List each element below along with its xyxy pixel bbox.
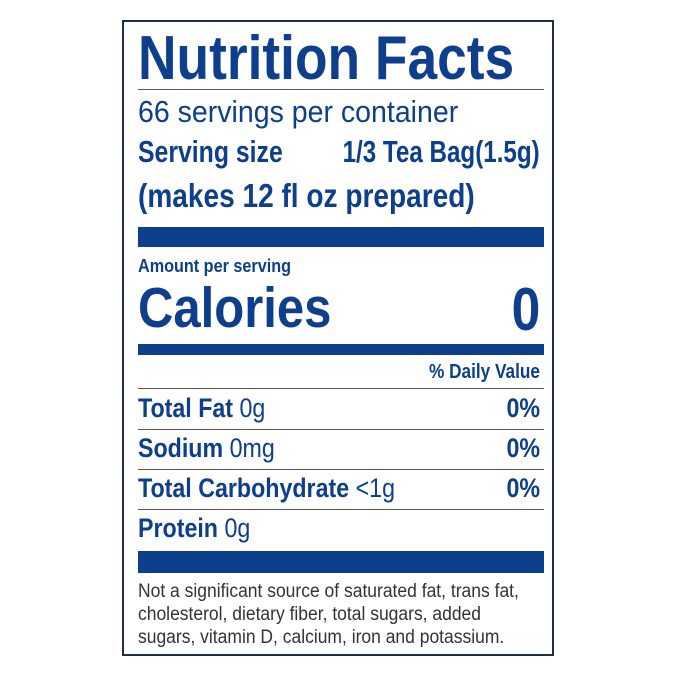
title-rule — [138, 89, 544, 90]
serving-size-value: 1/3 Tea Bag(1.5g) — [342, 134, 540, 169]
nutrient-protein: Protein 0g — [138, 515, 250, 542]
calories-value: 0 — [511, 276, 540, 343]
footnote-line: sugars, vitamin D, calcium, iron and pot… — [138, 627, 505, 648]
nutrient-amount: 0g — [224, 513, 251, 543]
footnote-line: cholesterol, dietary fiber, total sugars… — [138, 604, 482, 625]
nutrient-amount: 0g — [239, 393, 266, 423]
nutrient-amount: 0mg — [229, 433, 275, 463]
nutrient-total-fat: Total Fat 0g — [138, 395, 265, 422]
divider — [138, 388, 544, 389]
divider — [138, 469, 544, 470]
nutrient-dv: 0% — [506, 393, 540, 423]
thick-rule-bottom — [138, 551, 544, 573]
nutrient-name: Sodium — [138, 433, 224, 463]
thick-rule-calories — [138, 344, 544, 355]
title: Nutrition Facts — [138, 24, 515, 93]
divider — [138, 429, 544, 430]
footnote-line: Not a significant source of saturated fa… — [138, 581, 519, 602]
nutrient-name: Total Fat — [138, 393, 234, 423]
thick-rule-top — [138, 227, 544, 247]
servings-per-container: 66 servings per container — [138, 94, 459, 129]
nutrient-sodium: Sodium 0mg — [138, 435, 275, 462]
serving-size-label: Serving size — [138, 134, 283, 169]
nutrient-name: Protein — [138, 513, 218, 543]
calories-label: Calories — [138, 276, 332, 340]
serving-note: (makes 12 fl oz prepared) — [138, 177, 475, 214]
daily-value-header: % Daily Value — [429, 361, 540, 383]
amount-per-serving: Amount per serving — [138, 256, 292, 276]
nutrient-total-carbohydrate: Total Carbohydrate <1g — [138, 475, 395, 502]
nutrient-dv: 0% — [506, 433, 540, 463]
nutrient-dv: 0% — [506, 473, 540, 503]
nutrient-name: Total Carbohydrate — [138, 473, 350, 503]
nutrient-amount: <1g — [355, 473, 396, 503]
nutrition-facts-label: Nutrition Facts 66 servings per containe… — [122, 20, 554, 656]
divider — [138, 509, 544, 510]
